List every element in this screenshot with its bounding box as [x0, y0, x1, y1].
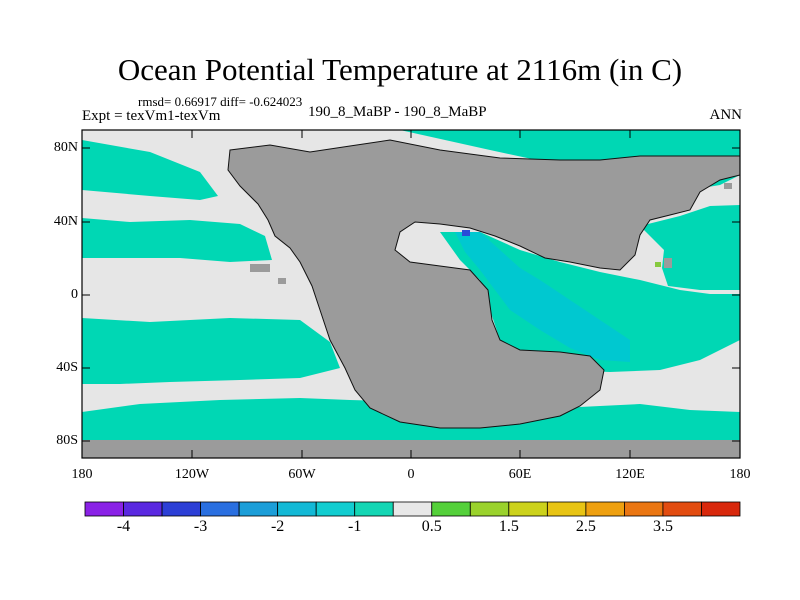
lon-label-180w: 180 — [71, 467, 93, 482]
colorbar-swatch — [662, 501, 702, 517]
lon-label-60w: 60W — [288, 467, 316, 482]
colorbar-swatch — [238, 501, 279, 517]
colorbar-swatch — [84, 501, 124, 517]
lat-label-80n: 80N — [53, 140, 78, 155]
colorbar-swatch — [200, 501, 240, 517]
land-island-2 — [278, 278, 286, 284]
case-label: 190_8_MaBP - 190_8_MaBP — [308, 104, 487, 120]
field-region-south-pacific — [82, 318, 340, 384]
experiment-label: Expt = texVm1-texVm — [82, 108, 221, 124]
land-island-4 — [664, 258, 672, 268]
lat-label-80s: 80S — [56, 433, 78, 448]
field-region-arctic — [82, 130, 740, 190]
colorbar-swatch — [624, 501, 664, 517]
field-region-west-arctic — [82, 140, 218, 200]
lon-label-180e: 180 — [729, 467, 751, 482]
colorbar-label: -1 — [348, 518, 362, 535]
stats-label: rmsd= 0.66917 diff= -0.624023 — [138, 94, 303, 109]
land-pangaea — [227, 139, 741, 429]
field-region-north-pacific — [82, 218, 272, 262]
field-spot-plus1 — [655, 262, 661, 267]
colorbar-swatch — [546, 501, 587, 517]
season-label: ANN — [709, 107, 743, 123]
colorbar-label: 0.5 — [421, 518, 442, 535]
colorbar-swatch — [354, 501, 394, 517]
field-spot-minus3 — [462, 230, 470, 236]
land-island-1 — [250, 264, 270, 272]
colorbar-swatch — [508, 501, 548, 517]
land-antarctica — [82, 440, 740, 458]
colorbar-swatch — [431, 501, 471, 517]
land-island-3 — [724, 183, 732, 189]
plot-title: Ocean Potential Temperature at 2116m (in… — [117, 52, 683, 87]
lat-label-40s: 40S — [56, 360, 78, 375]
colorbar-label: 3.5 — [652, 518, 673, 535]
lon-label-0: 0 — [407, 467, 415, 482]
colorbar-swatch — [161, 501, 201, 517]
lon-label-120e: 120E — [615, 467, 645, 482]
colorbar-label: 1.5 — [498, 518, 519, 535]
colorbar-swatch — [469, 501, 510, 517]
colorbar-swatch — [585, 501, 625, 517]
colorbar-swatch — [392, 501, 433, 517]
colorbar-swatch — [277, 501, 317, 517]
lon-label-120w: 120W — [174, 467, 210, 482]
lon-label-60e: 60E — [508, 467, 532, 482]
colorbar-label: -2 — [270, 518, 285, 535]
colorbar-label: 2.5 — [575, 518, 596, 535]
colorbar-swatch — [701, 501, 741, 517]
map-panel — [81, 129, 741, 459]
colorbar-swatch — [315, 501, 356, 517]
colorbar-label: -4 — [116, 518, 131, 535]
field-region-minus2 — [455, 232, 630, 362]
lat-label-40n: 40N — [53, 214, 78, 229]
axis-ticks — [81, 130, 741, 458]
colorbar-swatch — [123, 501, 163, 517]
lat-label-0: 0 — [71, 287, 78, 302]
field-region-east-basin — [640, 205, 740, 290]
colorbar — [84, 501, 741, 517]
colorbar-label: -3 — [193, 518, 208, 535]
